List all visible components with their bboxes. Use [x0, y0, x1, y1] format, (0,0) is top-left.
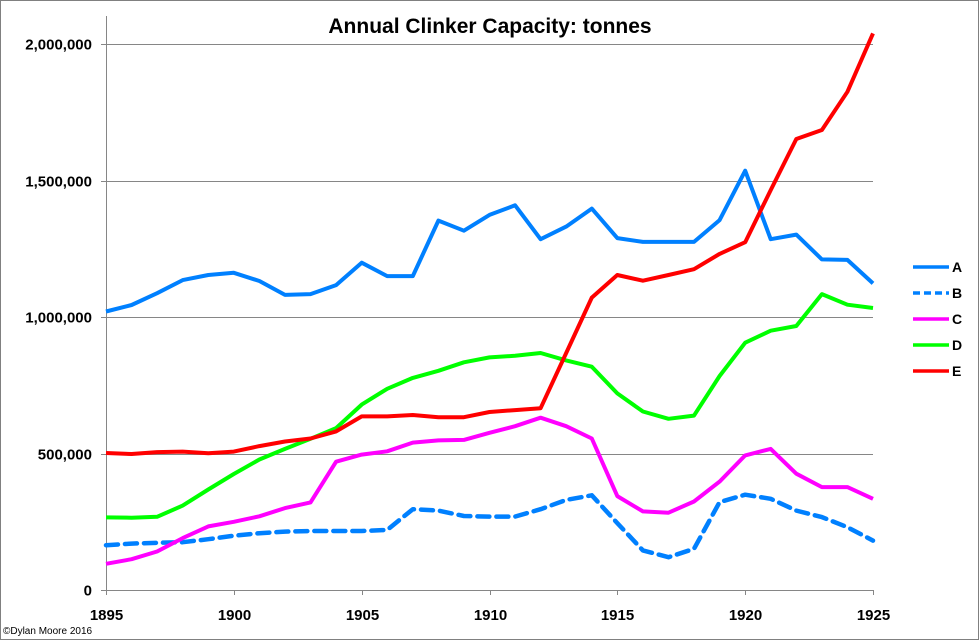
- legend-label-e: E: [952, 363, 961, 379]
- y-axis-ticks: 0 500,000 1,000,000 1,500,000 2,000,000: [25, 37, 106, 600]
- x-tick-label: 1920: [729, 607, 762, 624]
- chart-title: Annual Clinker Capacity: tonnes: [328, 15, 651, 38]
- y-tick-label: 1,500,000: [25, 174, 92, 191]
- series-lines: [103, 32, 876, 566]
- y-tick-label: 0: [84, 583, 92, 600]
- x-tick-label: 1915: [601, 607, 634, 624]
- series-line-e: [105, 32, 875, 456]
- legend-label-b: B: [952, 285, 962, 301]
- x-tick-label: 1900: [218, 607, 251, 624]
- y-tick-label: 1,000,000: [25, 310, 92, 327]
- x-tick-label: 1910: [474, 607, 507, 624]
- legend-label-c: C: [952, 311, 962, 327]
- y-tick-label: 500,000: [38, 447, 92, 464]
- series-line-d: [105, 292, 874, 520]
- axes: [106, 16, 873, 591]
- gridlines: [106, 44, 873, 455]
- legend-label-a: A: [952, 259, 962, 275]
- series-line-b: [103, 492, 876, 560]
- x-tick-label: 1895: [90, 607, 123, 624]
- series-line-c: [105, 415, 874, 566]
- copyright-credit: ©Dylan Moore 2016: [3, 626, 93, 637]
- legend-label-d: D: [952, 337, 962, 353]
- x-axis-ticks: 1895 1900 1905 1910 1915 1920 1925: [90, 590, 890, 624]
- series-line-a: [105, 168, 875, 314]
- x-tick-label: 1925: [857, 607, 890, 624]
- x-tick-label: 1905: [346, 607, 379, 624]
- y-tick-label: 2,000,000: [25, 37, 92, 54]
